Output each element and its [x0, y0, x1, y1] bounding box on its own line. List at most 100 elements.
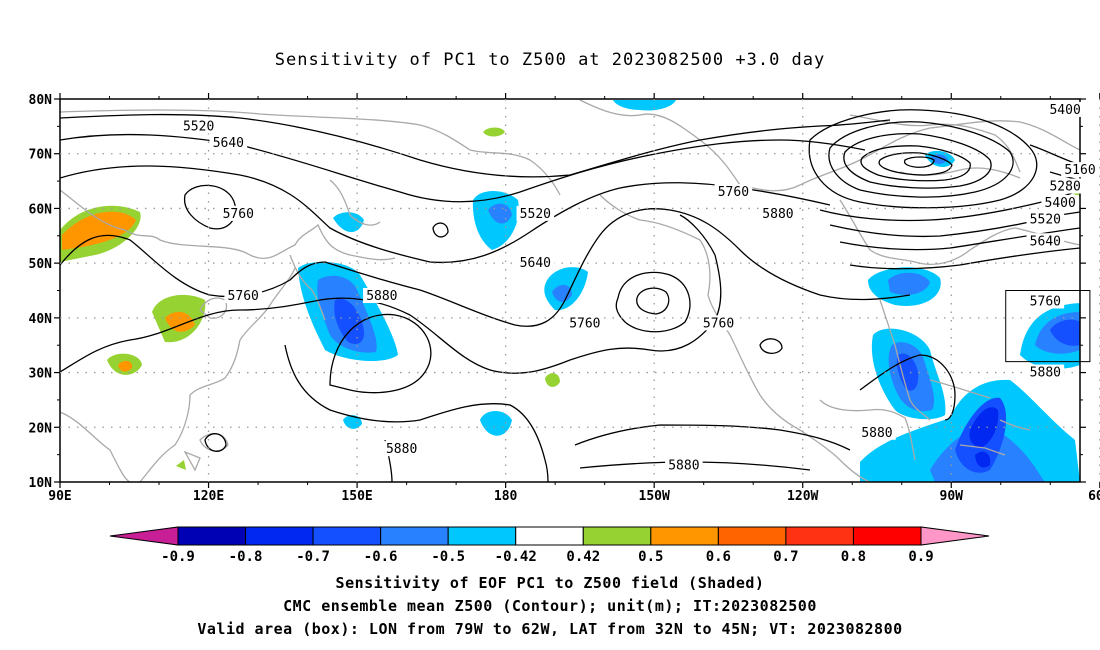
colorbar-swatch [582, 526, 652, 546]
contour-label-bg [382, 441, 421, 457]
contour-label-bg [219, 205, 258, 221]
lat-tick-label: 60N [29, 202, 53, 217]
lat-tick-label: 70N [29, 148, 53, 163]
contour-label: 5760 [569, 316, 600, 331]
lon-tick-label: 150W [639, 489, 670, 504]
colorbar-label: -0.8 [229, 549, 263, 565]
colorbar-swatch [852, 526, 922, 546]
contour-label: 5760 [703, 316, 734, 331]
colorbar-label: -0.42 [495, 549, 537, 565]
caption-contours: CMC ensemble mean Z500 (Contour); unit(m… [283, 597, 817, 615]
lon-tick-label: 90W [940, 489, 964, 504]
contour-label-bg [1061, 162, 1099, 178]
lon-tick-label: 60W [1088, 489, 1100, 504]
colorbar-label: 0.42 [566, 549, 600, 565]
colorbar-swatch [515, 526, 584, 546]
contour-label-bg [179, 118, 218, 134]
colorbar-swatch [380, 526, 449, 546]
caption-valid-area: Valid area (box): LON from 79W to 62W, L… [197, 620, 903, 638]
contour-label-bg [759, 205, 797, 221]
sensitivity-shading [60, 100, 1080, 482]
contour-label-bg [363, 287, 401, 303]
gridlines [60, 99, 1100, 482]
lon-tick-label: 150E [341, 489, 372, 504]
contour-label-bg [1046, 101, 1084, 117]
colorbar-low-arrow [109, 526, 179, 546]
contour-label-bg [699, 315, 738, 331]
lon-tick-label: 120E [193, 489, 224, 504]
axis-ticks [54, 93, 1100, 488]
contour-label: 5760 [223, 207, 254, 222]
contour-label-bg [1026, 233, 1065, 249]
contour-label-bg [516, 205, 555, 221]
contour-label: 5760 [228, 289, 259, 304]
colorbar: -0.9 -0.8 -0.7 -0.6 -0.5 -0.42 0.42 0.5 0.6 0.7 0.… [109, 526, 990, 565]
contour-label: 5880 [668, 459, 699, 474]
lat-tick-label: 10N [29, 476, 53, 491]
colorbar-high-arrow [920, 526, 990, 546]
contour-label: 5160 [1064, 163, 1095, 178]
contour-label-bg [1026, 293, 1065, 309]
contour-labels: 5520 5640 5760 5760 5880 5880 5520 5640 5760 5760… [179, 101, 1099, 474]
contour-label-bg [224, 287, 263, 303]
latitude-axis: 80N 70N 60N 50N 40N 30N 20N 10N [29, 93, 53, 491]
contour-label-bg [665, 457, 703, 473]
contour-label-bg [1041, 194, 1079, 210]
colorbar-label: 0.6 [706, 549, 731, 565]
contour-label: 5880 [366, 289, 397, 304]
colorbar-label: -0.7 [296, 549, 330, 565]
colorbar-label: -0.5 [431, 549, 465, 565]
contour-label: 5880 [386, 442, 417, 457]
colorbar-swatch [312, 526, 382, 546]
lon-tick-label: 90E [48, 489, 71, 504]
contour-label: 5880 [861, 426, 892, 441]
colorbar-swatch [245, 526, 314, 546]
lat-tick-label: 50N [29, 257, 53, 272]
caption-shading: Sensitivity of EOF PC1 to Z500 field (Sh… [335, 574, 765, 592]
lat-tick-label: 30N [29, 367, 53, 382]
contour-label: 5640 [213, 136, 244, 151]
longitude-axis: 90E 120E 150E 180 150W 120W 90W 60W [48, 489, 1100, 504]
coastlines [60, 99, 1080, 482]
contour-label: 5280 [1049, 180, 1080, 195]
colorbar-label: 0.9 [908, 549, 933, 565]
colorbar-swatch [717, 526, 787, 546]
contour-label: 5640 [1030, 234, 1061, 249]
colorbar-label: -0.9 [161, 549, 195, 565]
lat-tick-label: 80N [29, 93, 53, 108]
contour-label: 5520 [183, 119, 214, 134]
lat-tick-label: 40N [29, 312, 53, 327]
contour-label: 5880 [762, 207, 793, 222]
contour-label-bg [1046, 178, 1084, 194]
colorbar-swatch [177, 526, 247, 546]
colorbar-swatch [447, 526, 517, 546]
contour-label: 5760 [1030, 294, 1061, 309]
colorbar-swatch [785, 526, 854, 546]
z500-contours [60, 109, 1080, 482]
contour-label-bg [714, 184, 753, 200]
contour-label: 5640 [520, 256, 551, 271]
contour-label-bg [1026, 364, 1065, 380]
valid-area-box [1005, 290, 1091, 363]
contour-label: 5400 [1049, 103, 1080, 118]
contour-label-bg [566, 315, 604, 331]
contour-label: 5520 [520, 207, 551, 222]
contour-label-bg [209, 134, 248, 150]
contour-label: 5520 [1030, 212, 1061, 227]
colorbar-label: -0.6 [364, 549, 398, 565]
colorbar-label: 0.5 [638, 549, 663, 565]
contour-label: 5760 [718, 185, 749, 200]
lat-tick-label: 20N [29, 421, 53, 436]
contour-label-bg [858, 424, 896, 440]
contour-label: 5880 [1030, 366, 1061, 381]
lon-tick-label: 120W [787, 489, 818, 504]
colorbar-swatch [650, 526, 719, 546]
colorbar-label: 0.8 [841, 549, 866, 565]
contour-label-bg [1026, 211, 1065, 227]
colorbar-label: 0.7 [773, 549, 798, 565]
contour-label: 5400 [1045, 196, 1076, 211]
lon-tick-label: 180 [494, 489, 518, 504]
map-title: Sensitivity of PC1 to Z500 at 2023082500… [274, 50, 826, 70]
contour-label-bg [516, 255, 555, 271]
